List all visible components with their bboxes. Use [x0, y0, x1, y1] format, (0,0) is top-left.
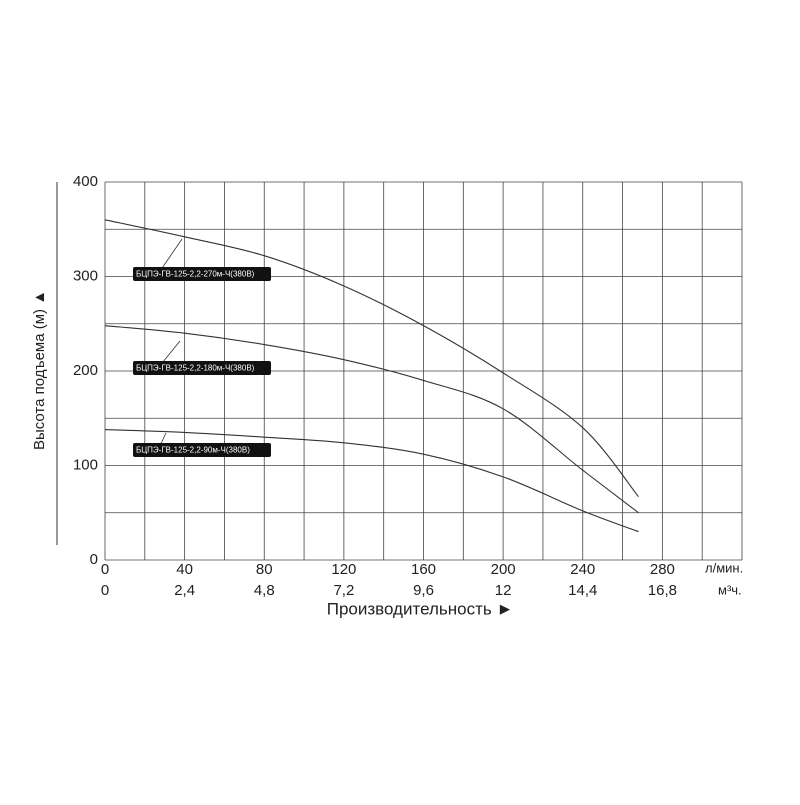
- y-tick-label: 200: [73, 362, 98, 379]
- label-box: [133, 361, 271, 375]
- curve: [104, 219, 639, 498]
- x-tick-label: 0: [101, 561, 109, 578]
- x-tick-label: 80: [256, 561, 273, 578]
- x2-tick-label: 7,2: [333, 582, 354, 599]
- y-tick-label: 400: [73, 173, 98, 190]
- series-label: БЦПЭ-ГВ-125-2,2-180м-Ч(380В): [136, 364, 255, 373]
- x2-tick-label: 16,8: [648, 582, 677, 599]
- x-tick-label: 280: [650, 561, 675, 578]
- label-box: [133, 443, 271, 457]
- x2-unit: м³ч.: [718, 582, 742, 597]
- x-tick-label: 240: [570, 561, 595, 578]
- x-tick-label: 160: [411, 561, 436, 578]
- series-label: БЦПЭ-ГВ-125-2,2-90м-Ч(380В): [136, 446, 250, 455]
- x-tick-label: 120: [331, 561, 356, 578]
- x-unit: л/мин.: [705, 560, 743, 575]
- y-tick-label: 100: [73, 456, 98, 473]
- label-box: [133, 267, 271, 281]
- x2-tick-label: 14,4: [568, 582, 597, 599]
- curve: [104, 325, 639, 514]
- series-label: БЦПЭ-ГВ-125-2,2-270м-Ч(380В): [136, 270, 255, 279]
- x2-tick-label: 12: [495, 582, 512, 599]
- x-axis-label: Производительность ►: [327, 599, 514, 618]
- y-tick-label: 300: [73, 267, 98, 284]
- y-axis-label: Высота подъема (м) ▲: [31, 290, 48, 450]
- x2-tick-label: 9,6: [413, 582, 434, 599]
- x2-tick-label: 4,8: [254, 582, 275, 599]
- x-tick-label: 200: [491, 561, 516, 578]
- x2-tick-label: 0: [101, 582, 109, 599]
- curve: [104, 429, 639, 533]
- y-tick-label: 0: [90, 551, 98, 568]
- x-tick-label: 40: [176, 561, 193, 578]
- x2-tick-label: 2,4: [174, 582, 195, 599]
